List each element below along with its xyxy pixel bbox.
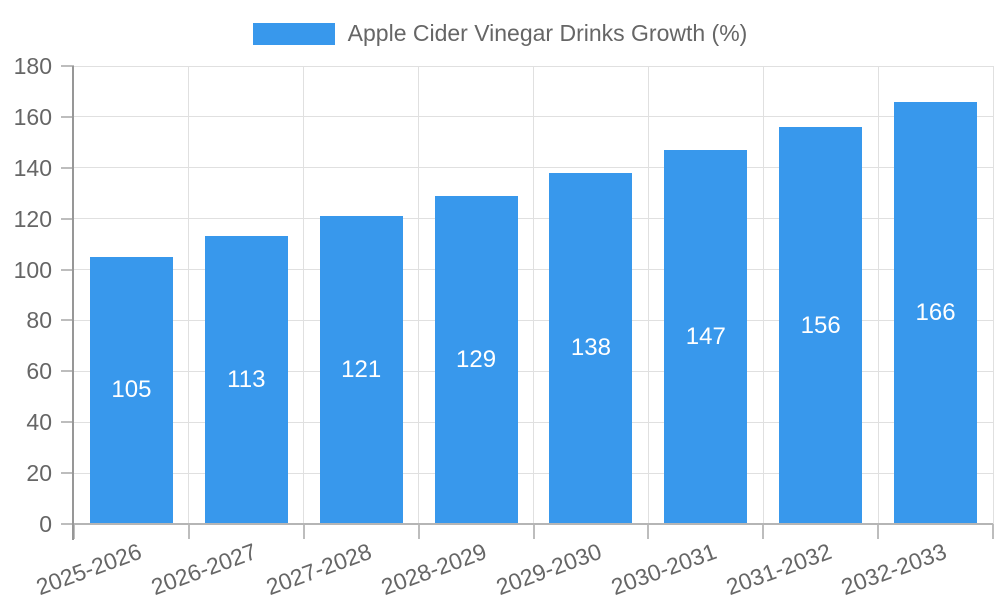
gridline-vertical <box>533 66 534 524</box>
y-axis-tick-mark <box>61 268 74 271</box>
y-axis-line <box>72 66 74 540</box>
y-axis-tick-label: 180 <box>13 53 52 79</box>
y-axis-tick-label: 60 <box>26 358 52 385</box>
legend-swatch-icon <box>252 22 335 45</box>
x-axis-tick-mark <box>417 524 420 539</box>
bar[interactable] <box>549 172 633 524</box>
legend: Apple Cider Vinegar Drinks Growth (%) <box>0 20 1000 47</box>
x-axis-tick-label: 2026-2027 <box>147 538 261 600</box>
y-axis-tick-mark <box>61 217 74 220</box>
bar-value-label: 105 <box>111 376 152 404</box>
y-axis-tick-mark <box>61 115 74 118</box>
gridline-vertical <box>647 66 649 524</box>
gridline-vertical <box>992 66 994 524</box>
legend-label: Apple Cider Vinegar Drinks Growth (%) <box>347 20 748 46</box>
x-axis-tick-mark <box>647 524 650 539</box>
x-axis-tick-mark <box>877 524 880 539</box>
y-axis-tick-label: 80 <box>26 307 52 334</box>
y-axis-tick-mark <box>61 319 74 322</box>
x-axis-line <box>74 523 993 525</box>
x-axis-tick-label: 2030-2031 <box>607 538 720 600</box>
gridline-vertical <box>877 66 879 524</box>
y-axis-tick-mark <box>61 472 74 475</box>
gridline-vertical <box>418 66 420 524</box>
x-axis-tick-label: 2029-2030 <box>492 538 605 600</box>
y-axis-tick-mark <box>61 370 74 373</box>
bar[interactable] <box>434 195 518 524</box>
y-axis-tick-label: 120 <box>13 205 52 232</box>
x-axis-tick-label: 2028-2029 <box>377 538 490 600</box>
x-axis-tick-mark <box>302 524 305 539</box>
legend-item[interactable]: Apple Cider Vinegar Drinks Growth (%) <box>252 20 748 47</box>
x-axis-tick-label: 2031-2032 <box>722 538 835 600</box>
bar-value-label: 166 <box>915 298 956 326</box>
x-axis-tick-mark <box>532 524 535 539</box>
bar[interactable] <box>779 127 863 524</box>
bar[interactable] <box>204 236 288 524</box>
x-axis-tick-mark <box>992 524 994 539</box>
gridline-vertical <box>303 66 305 524</box>
bar-value-label: 121 <box>341 356 382 384</box>
y-axis-tick-mark <box>61 421 74 424</box>
bar-value-label: 113 <box>227 366 266 394</box>
x-axis-tick-mark <box>762 524 765 539</box>
bar-value-label: 129 <box>456 345 497 373</box>
y-axis-tick-label: 20 <box>26 460 52 487</box>
bar[interactable] <box>894 101 978 524</box>
bar[interactable] <box>89 256 173 524</box>
bar-value-label: 156 <box>800 311 841 339</box>
bar-value-label: 138 <box>570 334 611 362</box>
x-axis-tick-label: 2032-2033 <box>837 538 950 600</box>
bar-value-label: 147 <box>685 322 726 350</box>
y-axis-tick-label: 160 <box>13 103 52 130</box>
x-axis-tick-mark <box>187 524 190 539</box>
x-axis-tick-label: 2027-2028 <box>262 538 376 600</box>
y-axis-tick-mark <box>61 166 74 169</box>
x-axis-tick-mark <box>73 524 75 539</box>
bar[interactable] <box>319 216 403 524</box>
y-axis-tick-label: 0 <box>39 511 52 537</box>
y-axis-tick-label: 100 <box>13 256 52 283</box>
y-axis-tick-label: 140 <box>13 154 52 181</box>
y-axis-tick-label: 40 <box>26 409 52 436</box>
x-axis-tick-label: 2025-2026 <box>33 538 146 600</box>
bar[interactable] <box>664 149 748 524</box>
gridline-vertical <box>188 66 190 524</box>
gridline-vertical <box>762 66 764 524</box>
y-axis-tick-mark <box>61 523 74 525</box>
y-axis-tick-mark <box>61 65 74 67</box>
